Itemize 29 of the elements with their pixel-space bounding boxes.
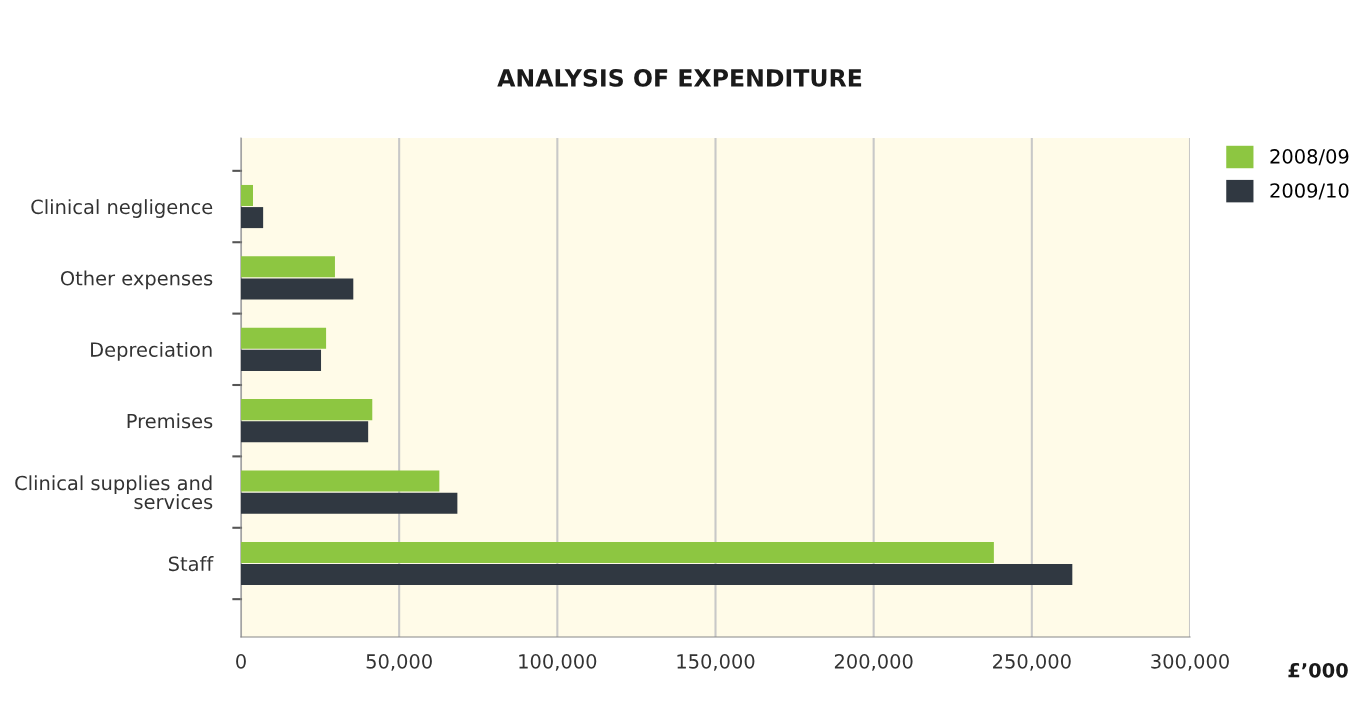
x-tick-label: 150,000 xyxy=(677,654,755,671)
bar xyxy=(241,184,254,206)
x-tick-label: 0 xyxy=(236,654,246,669)
bar xyxy=(241,278,354,300)
bar xyxy=(241,541,994,563)
x-tick-label: 300,000 xyxy=(1151,654,1229,671)
x-tick-label: 200,000 xyxy=(834,654,913,671)
y-tick-label: Staff xyxy=(168,556,214,572)
x-tick-label: 50,000 xyxy=(366,654,432,671)
bar xyxy=(241,421,369,443)
y-tick-label: Depreciation xyxy=(91,341,212,361)
y-tick-label: Other expenses xyxy=(60,270,213,290)
bar xyxy=(241,327,327,349)
chart-title: ANALYSIS OF EXPENDITURE xyxy=(497,68,862,87)
legend-label: 2008/09 xyxy=(1270,149,1349,166)
bar xyxy=(241,564,1073,586)
x-tick-label: 100,000 xyxy=(519,654,597,671)
legend-label: 2009/10 xyxy=(1270,183,1349,200)
x-axis-title: £’000 xyxy=(1288,662,1348,678)
bar xyxy=(241,349,322,371)
x-tick-label: 250,000 xyxy=(993,654,1071,671)
bar xyxy=(241,399,373,421)
y-tick-label: Premises xyxy=(127,413,213,429)
y-tick-label: Clinical negligence xyxy=(31,199,213,218)
bar xyxy=(241,492,458,514)
bar xyxy=(241,207,264,229)
bar xyxy=(241,470,440,492)
y-tick-label: Clinical supplies and services xyxy=(15,475,213,510)
bar xyxy=(241,256,335,278)
